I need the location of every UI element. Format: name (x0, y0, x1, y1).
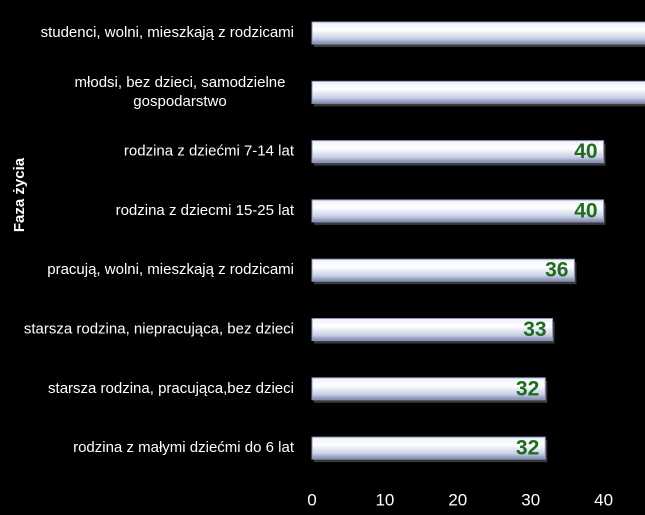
x-tick-label: 30 (521, 490, 540, 509)
category-label: studenci, wolni, mieszkają z rodzicami (41, 24, 294, 41)
category-label: pracują, wolni, mieszkają z rodzicami (47, 261, 294, 278)
x-tick-label: 20 (448, 490, 467, 509)
category-label: rodzina z dziecmi 15-25 lat (116, 202, 295, 219)
bars-layer: 6851404036333232 (311, 21, 645, 463)
data-label: 40 (574, 140, 597, 163)
data-label: 36 (545, 259, 568, 282)
bar (311, 377, 546, 401)
x-tick-label: 40 (594, 490, 613, 509)
bar (311, 140, 605, 164)
x-tick-label: 10 (375, 490, 394, 509)
x-axis-ticks-layer: 01020304050607080 (307, 490, 613, 509)
data-label: 33 (523, 318, 546, 341)
bar (311, 258, 575, 282)
category-label: starsza rodzina, niepracująca, bez dziec… (24, 320, 294, 337)
x-tick-label: 0 (307, 490, 316, 509)
category-label: młodsi, bez dzieci, samodzielne (75, 74, 286, 91)
bar (311, 318, 554, 341)
category-labels-layer: studenci, wolni, mieszkają z rodzicami mł… (24, 24, 295, 456)
category-label: rodzina z małymi dziećmi do 6 lat (73, 439, 295, 456)
data-label: 40 (574, 199, 597, 222)
category-label: rodzina z dziećmi 7-14 lat (124, 143, 295, 160)
bar (311, 199, 605, 223)
category-label: gospodarstwo (133, 93, 226, 110)
bar (311, 21, 645, 45)
data-label: 32 (516, 437, 539, 460)
bar (311, 80, 645, 104)
data-label: 32 (516, 377, 539, 400)
y-axis-title: Faza życia (11, 157, 28, 232)
bar (311, 436, 546, 460)
category-label: starsza rodzina, pracująca,bez dzieci (48, 380, 294, 397)
